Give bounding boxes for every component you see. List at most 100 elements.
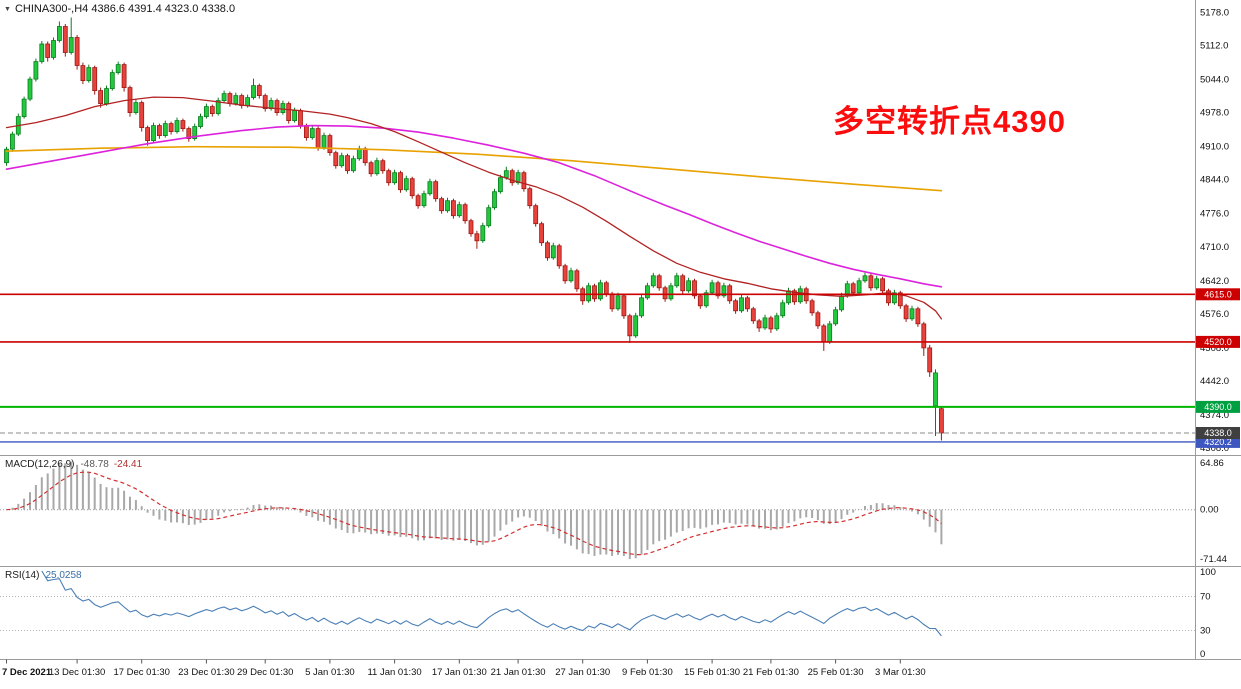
candle-body <box>274 100 280 113</box>
candle-body <box>592 285 597 300</box>
candle-body <box>398 172 403 191</box>
candle-body <box>839 295 844 311</box>
candle-body <box>750 308 756 322</box>
candle-body <box>933 372 938 407</box>
macd-signal-line <box>6 471 942 556</box>
candle-body <box>27 78 33 100</box>
candle-body <box>456 204 462 217</box>
candle-body <box>445 200 450 212</box>
rsi-axis-label: 0 <box>1200 649 1205 660</box>
macd-axis-label: -71.44 <box>1200 554 1227 565</box>
candle-body <box>80 65 86 81</box>
price-axis-label: 4776.0 <box>1200 209 1229 220</box>
candle-body <box>86 67 92 81</box>
candle-body <box>192 126 198 139</box>
candle-body <box>492 191 497 209</box>
price-axis-label: 4374.0 <box>1200 410 1229 421</box>
candle-body <box>680 275 686 292</box>
candle-body <box>692 280 697 297</box>
ma-slow-orange <box>5 145 943 192</box>
candle-body <box>497 177 503 193</box>
price-axis-label: 5112.0 <box>1200 41 1228 52</box>
candle-body <box>433 181 439 200</box>
candle-body <box>874 278 880 289</box>
candle-body <box>280 103 286 113</box>
rsi-axis-label: 100 <box>1200 567 1216 578</box>
candle-body <box>392 172 398 184</box>
candle-body <box>598 282 603 300</box>
hline-4390-tag-label: 4390.0 <box>1204 402 1232 412</box>
candle-body <box>756 320 762 329</box>
macd-value-main: -48.78 <box>80 459 109 470</box>
candle-body <box>415 195 421 207</box>
candle-body <box>862 275 868 282</box>
candle-body <box>292 110 298 121</box>
candle-body <box>462 204 468 222</box>
candle-body <box>421 193 427 207</box>
rsi-axis-label: 30 <box>1200 626 1211 637</box>
hline-4320-tag-label: 4320.2 <box>1204 437 1232 447</box>
hline-4520-tag[interactable] <box>1196 335 1240 348</box>
candle-body <box>450 200 456 217</box>
time-axis-label: 21 Feb 01:30 <box>743 667 799 678</box>
candle-body <box>668 285 674 300</box>
candle-body <box>339 155 345 167</box>
hline-4390-tag[interactable] <box>1196 400 1240 413</box>
candle-body <box>139 102 145 128</box>
candle-body <box>739 297 744 312</box>
candle-body <box>645 285 650 299</box>
time-axis-label: 17 Jan 01:30 <box>432 667 487 678</box>
rsi-axis-label: 70 <box>1200 592 1211 603</box>
candle-body <box>656 275 662 289</box>
candle-body <box>98 90 103 104</box>
candle-body <box>109 72 115 89</box>
symbol-ohlc-label: CHINA300-,H4 4386.6 4391.4 4323.0 4338.0 <box>14 3 236 15</box>
price-axis-label: 4308.0 <box>1200 443 1229 454</box>
candle-body <box>251 85 256 98</box>
time-axis-label: 5 Jan 01:30 <box>305 667 355 678</box>
candle-body <box>733 300 738 312</box>
candle-body <box>386 170 392 184</box>
price-axis-label: 4844.0 <box>1200 175 1229 186</box>
candle-body <box>903 305 909 320</box>
candle-body <box>721 285 727 297</box>
hline-4615-tag[interactable] <box>1196 288 1240 301</box>
candle-body <box>162 123 168 136</box>
candle-body <box>486 207 492 227</box>
candle-body <box>539 223 544 244</box>
candle-body <box>545 242 550 259</box>
candle-body <box>174 120 180 132</box>
time-axis-label: 7 Dec 2021 <box>2 667 52 678</box>
current-price-tag[interactable] <box>1196 427 1240 439</box>
candle-body <box>350 158 356 172</box>
candle-body <box>356 148 362 160</box>
time-axis-label: 25 Feb 01:30 <box>808 667 864 678</box>
time-axis-label: 17 Dec 01:30 <box>113 667 170 678</box>
rsi-line <box>41 570 942 637</box>
macd-axis-label: 0.00 <box>1200 505 1219 516</box>
candle-body <box>927 347 933 373</box>
candle-body <box>574 270 580 290</box>
candle-body <box>556 245 562 267</box>
candle-body <box>774 315 780 330</box>
candle-body <box>221 93 227 101</box>
hline-4615-tag-label: 4615.0 <box>1204 290 1232 300</box>
time-axis-label: 11 Jan 01:30 <box>367 667 421 678</box>
candle-body <box>215 100 221 114</box>
candle-body <box>915 308 921 325</box>
candle-body <box>792 290 797 303</box>
time-axis-label: 21 Jan 01:30 <box>491 667 546 678</box>
price-axis-label: 5178.0 <box>1200 8 1229 19</box>
candle-body <box>892 292 897 304</box>
candle-body <box>697 295 703 307</box>
candle-body <box>480 225 486 242</box>
price-axis-label: 4978.0 <box>1200 108 1229 119</box>
candle-body <box>474 233 480 242</box>
candle-body <box>603 282 609 295</box>
time-axis-label: 29 Dec 01:30 <box>237 667 294 678</box>
candle-body <box>703 292 709 307</box>
candle-body <box>203 106 209 117</box>
candle-body <box>897 292 903 307</box>
rsi-title: RSI(14) <box>5 570 40 581</box>
